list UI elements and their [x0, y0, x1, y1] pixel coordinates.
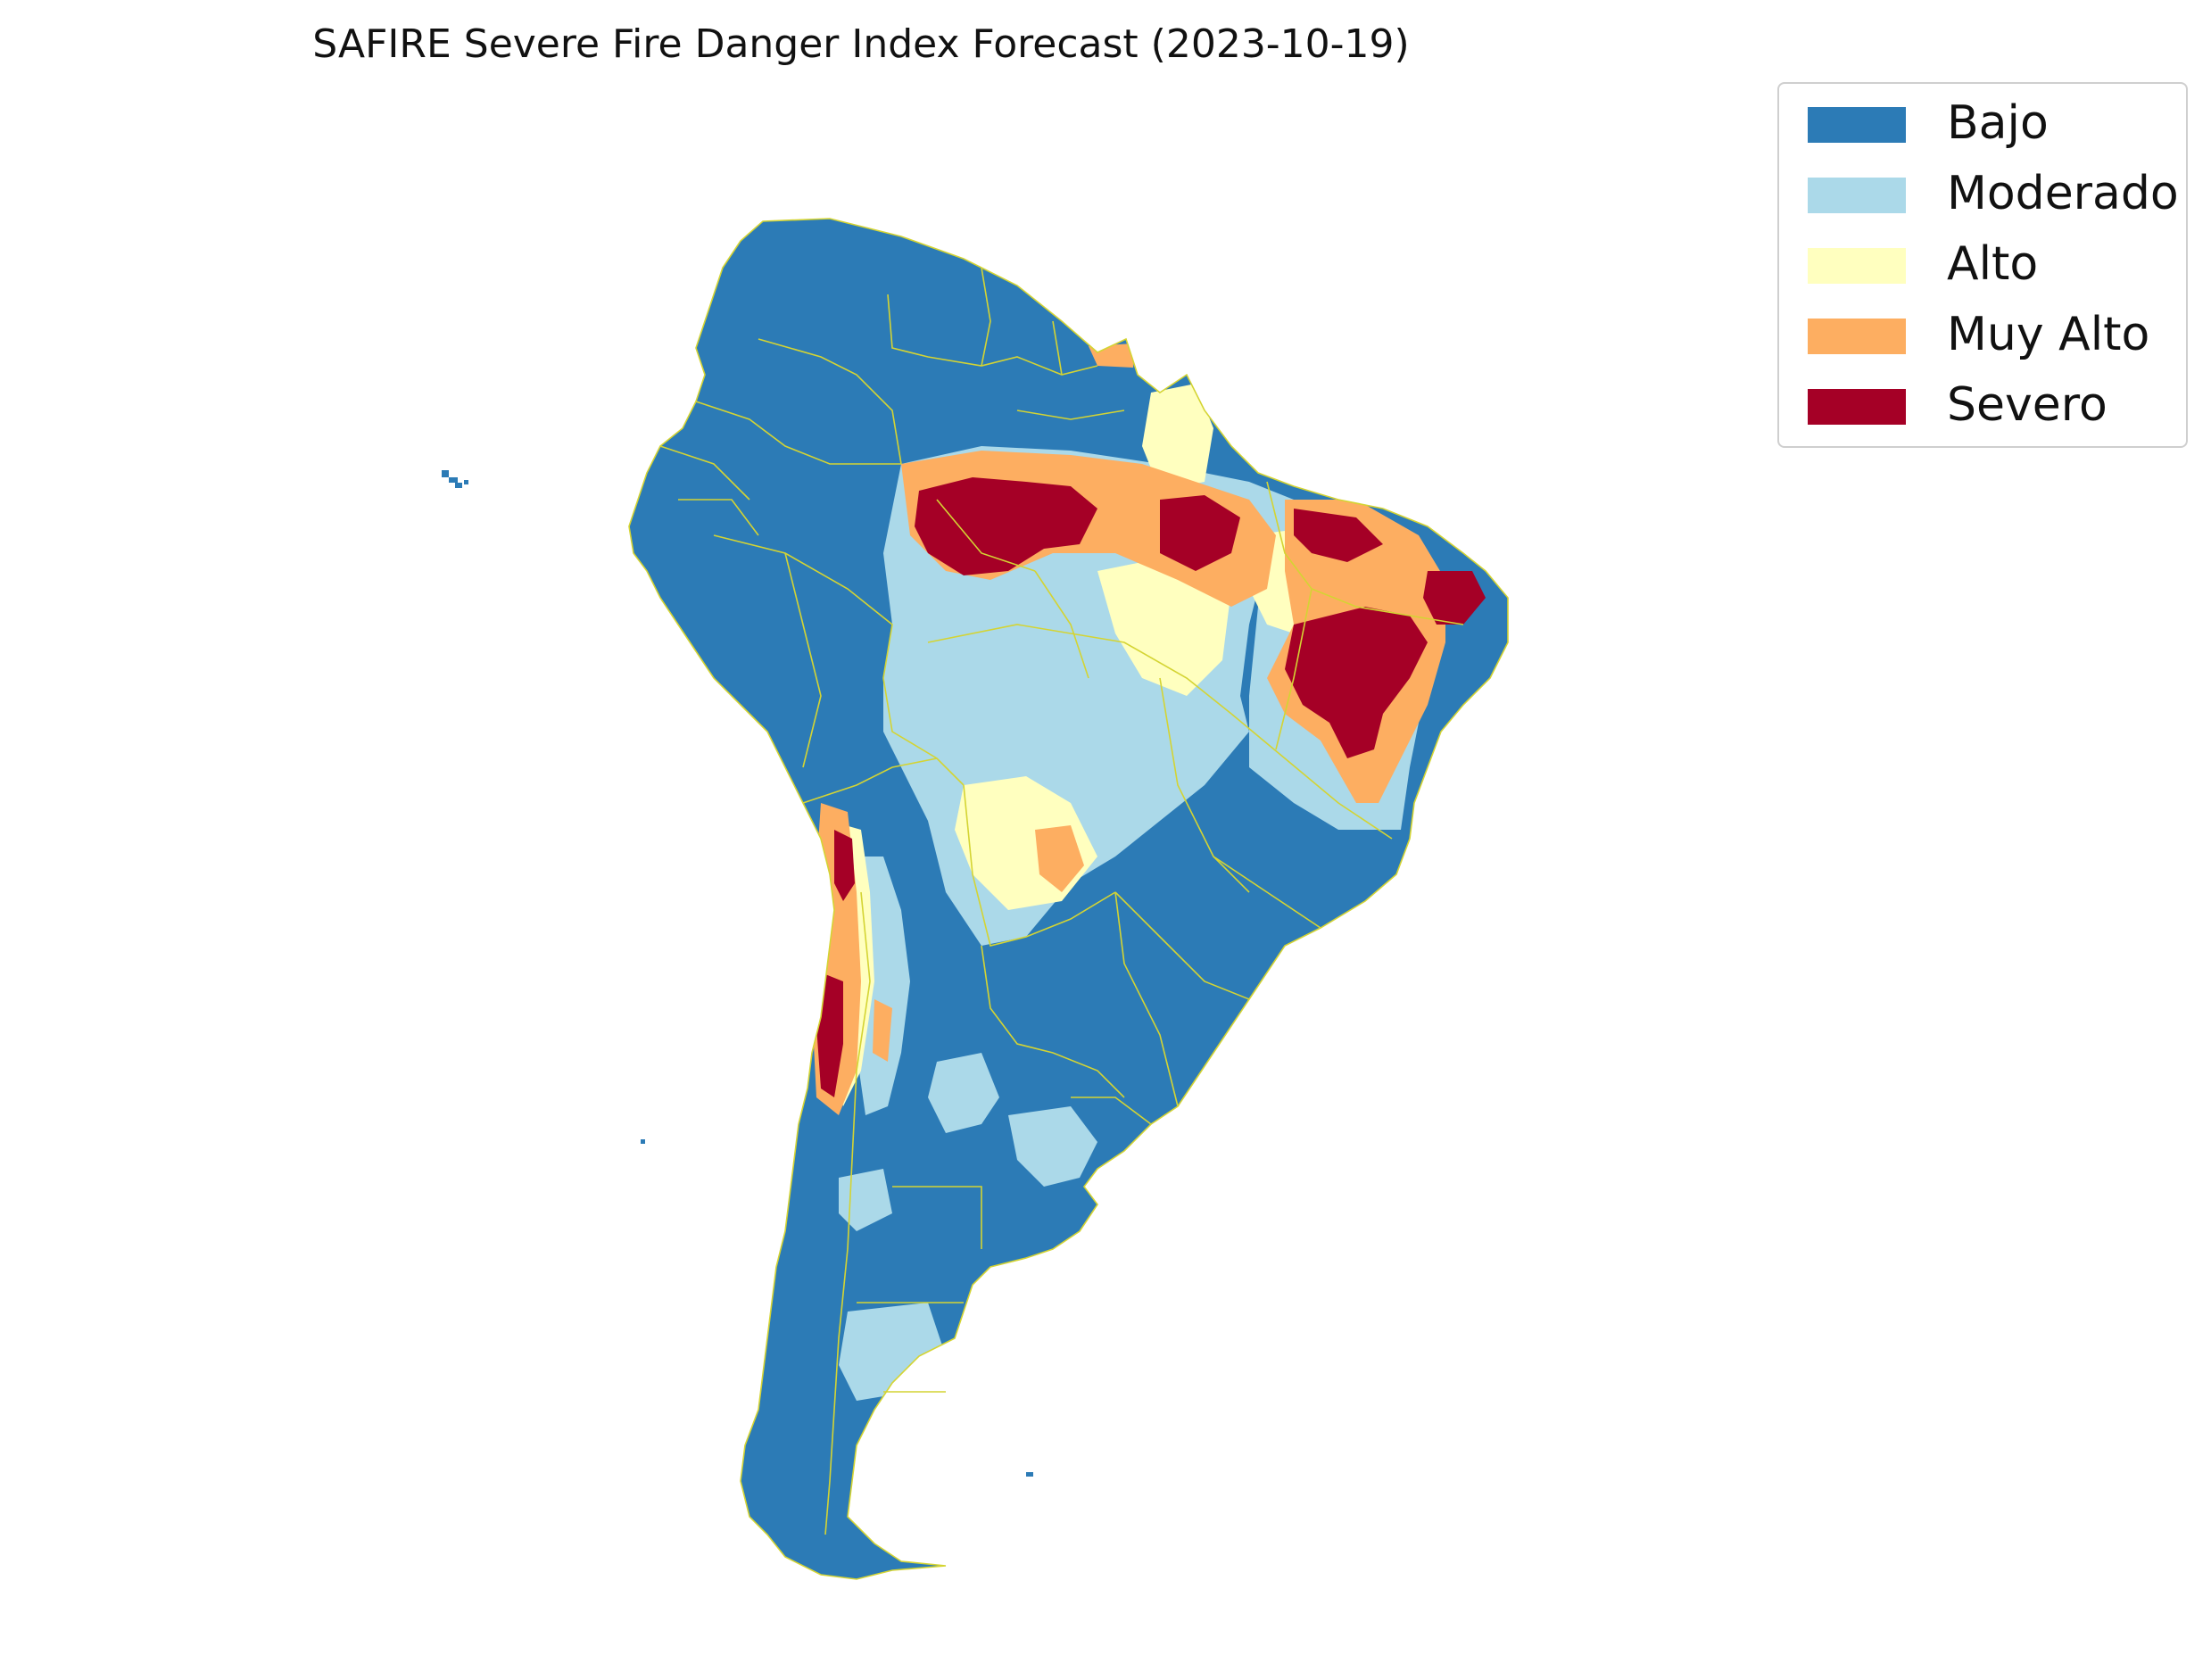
- galapagos-islands: [442, 470, 468, 488]
- zone-alto-north: [1142, 384, 1213, 491]
- map-title: SAFIRE Severe Fire Danger Index Forecast…: [312, 21, 1410, 67]
- zone-severo-pernambuco: [1423, 571, 1486, 625]
- falkland-islands: [1026, 1472, 1033, 1477]
- zone-severo-bahia: [1285, 607, 1428, 758]
- legend-swatch: [1808, 319, 1906, 354]
- legend-item-alto: Alto: [1793, 236, 2177, 293]
- zone-severo-amazon-east: [1160, 495, 1240, 571]
- country-borders: [628, 218, 1509, 1580]
- legend-swatch: [1808, 107, 1906, 143]
- zone-severo-amazon: [915, 477, 1097, 575]
- legend-item-bajo: Bajo: [1793, 95, 2177, 152]
- legend-label: Bajo: [1947, 96, 2049, 150]
- legend-item-moderado: Moderado: [1793, 165, 2179, 222]
- legend-item-muy-alto: Muy Alto: [1793, 306, 2177, 363]
- offshore-island: [641, 1139, 645, 1144]
- legend-swatch: [1808, 389, 1906, 425]
- zone-muyalto-scattered: [1035, 825, 1084, 892]
- zone-severo-chile-north: [834, 830, 855, 901]
- zone-moderado-pampas: [928, 1053, 1097, 1187]
- legend-label: Moderado: [1947, 167, 2179, 220]
- legend-label: Alto: [1947, 237, 2039, 291]
- legend-label: Muy Alto: [1947, 308, 2150, 361]
- legend-swatch: [1808, 178, 1906, 213]
- legend: Bajo Moderado Alto Muy Alto Severo: [1777, 82, 2188, 448]
- legend-swatch: [1808, 248, 1906, 284]
- legend-label: Severo: [1947, 378, 2107, 432]
- zone-moderado-patagonia: [839, 1169, 946, 1401]
- landmass: [629, 219, 1508, 1579]
- zone-severo-maranhao: [1294, 509, 1383, 562]
- legend-item-severo: Severo: [1793, 377, 2177, 434]
